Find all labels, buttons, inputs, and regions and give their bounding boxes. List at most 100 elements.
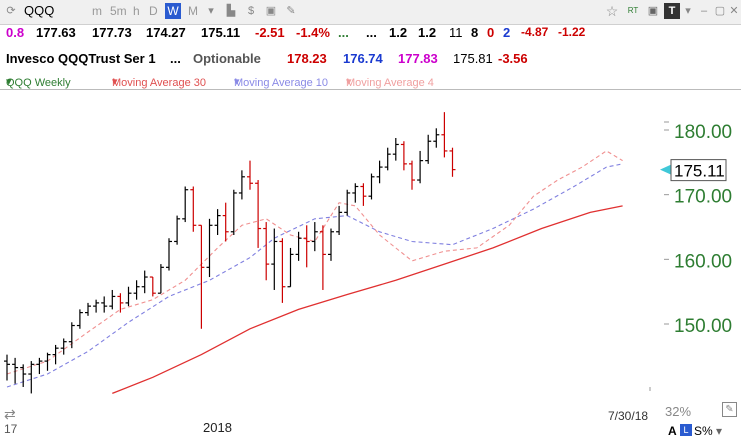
optionable-label: Optionable bbox=[193, 51, 261, 66]
ohlc-bar bbox=[441, 112, 448, 158]
tab-mo[interactable]: M bbox=[188, 4, 198, 18]
security-name: Invesco QQQTrust Ser 1 bbox=[6, 51, 156, 66]
bar-chart-icon[interactable]: ▙ bbox=[226, 5, 236, 17]
pencil-icon[interactable]: ✎ bbox=[286, 5, 296, 17]
ohlc-bar bbox=[190, 186, 197, 232]
ohlc-bar bbox=[52, 344, 59, 365]
dropdown-icon[interactable]: ▾ bbox=[208, 5, 214, 17]
price-2: 176.74 bbox=[343, 51, 383, 66]
y-tick-label: 160.00 bbox=[674, 251, 732, 272]
ohlc-bar bbox=[360, 183, 367, 206]
tab-d[interactable]: D bbox=[149, 4, 158, 18]
ohlc-bar bbox=[271, 228, 278, 290]
ohlc-bar bbox=[311, 222, 318, 252]
legend-ma10[interactable]: Moving Average 10 ▾ bbox=[234, 76, 328, 89]
price-chart[interactable]: 150.00 160.00 170.00 180.00 175.11 Oct Nov Dec J… bbox=[0, 89, 741, 400]
ohlc-bar bbox=[60, 338, 67, 355]
change-value: -2.51 bbox=[255, 25, 285, 40]
ohlc-bar bbox=[392, 138, 399, 161]
tab-h[interactable]: h bbox=[133, 4, 140, 18]
rt-icon[interactable]: RT bbox=[625, 3, 641, 19]
x-tick-label: Dec bbox=[117, 398, 142, 400]
x-tick-label: Jul bbox=[377, 398, 395, 400]
legend-qqq-weekly[interactable]: QQQ Weekly ▾ bbox=[6, 76, 71, 89]
ohlc-bar bbox=[336, 205, 343, 235]
dots-green: ... bbox=[338, 25, 349, 40]
legend-label: Moving Average 4 bbox=[346, 77, 434, 89]
last-price-marker bbox=[660, 164, 671, 175]
percent-scale-icon[interactable]: S% bbox=[694, 424, 713, 438]
scale-dropdown-icon[interactable]: ▾ bbox=[716, 424, 723, 438]
ohlc-bar bbox=[174, 215, 181, 245]
legend-ma30[interactable]: Moving Average 30 ▾ bbox=[112, 76, 206, 89]
ohlc-bar bbox=[44, 352, 51, 371]
y-tick-label: 180.00 bbox=[674, 122, 732, 143]
star-icon[interactable]: ☆ bbox=[605, 3, 619, 19]
close-price: 175.11 bbox=[201, 25, 241, 40]
ohlc-bar bbox=[28, 361, 35, 394]
refresh-icon[interactable]: ⟳ bbox=[6, 5, 16, 17]
legend-ma4[interactable]: Moving Average 4 ▾ bbox=[346, 76, 434, 89]
ohlc-bar bbox=[247, 160, 253, 190]
camera-icon[interactable]: ▣ bbox=[265, 5, 277, 17]
restore-icon[interactable]: ▢ bbox=[714, 5, 726, 17]
ohlc-bar bbox=[133, 280, 140, 300]
ohlc-bar bbox=[263, 222, 270, 281]
start-year-label: 17 bbox=[4, 422, 18, 436]
pencil-toggle-icon[interactable]: ✎ bbox=[722, 402, 737, 417]
x-tick-label: Jun bbox=[336, 398, 359, 400]
y-tick-label: 150.00 bbox=[674, 316, 732, 337]
zoom-label[interactable]: 32% bbox=[665, 404, 692, 419]
ohlc-bar bbox=[157, 264, 164, 294]
legend-label: Moving Average 10 bbox=[234, 77, 328, 89]
close-icon[interactable]: ✕ bbox=[729, 5, 739, 17]
tab-w[interactable]: W bbox=[165, 3, 181, 19]
ohlc-bar bbox=[238, 170, 245, 200]
x-tick-label: Nov bbox=[85, 398, 110, 400]
t-icon[interactable]: T bbox=[664, 3, 680, 19]
ma30-line bbox=[112, 205, 623, 395]
price-3: 177.83 bbox=[398, 51, 438, 66]
a-scale-icon[interactable]: A bbox=[668, 424, 677, 438]
ohlc-bar bbox=[255, 180, 262, 248]
tab-5m[interactable]: 5m bbox=[110, 4, 127, 18]
ohlc-bar bbox=[279, 238, 286, 303]
price-4: 175.81 bbox=[453, 51, 493, 66]
change-pct: -1.4% bbox=[296, 25, 330, 40]
tab-m[interactable]: m bbox=[92, 4, 102, 18]
x-tick-label: Apr bbox=[271, 398, 293, 400]
ohlc-bar bbox=[433, 128, 440, 148]
ohlc-bar bbox=[12, 357, 19, 384]
ohlc-bar bbox=[352, 183, 359, 203]
log-scale-icon[interactable]: L bbox=[680, 424, 692, 436]
sync-icon[interactable]: ⇄ bbox=[4, 406, 16, 422]
x-tick-label: May bbox=[304, 398, 330, 400]
x-tick-label: Jan bbox=[158, 398, 181, 400]
ma10-line bbox=[6, 163, 623, 388]
ohlc-bar bbox=[182, 186, 189, 223]
ohlc-bar bbox=[36, 357, 43, 375]
dollar-icon[interactable]: $ bbox=[247, 5, 255, 17]
low-price: 174.27 bbox=[146, 25, 186, 40]
ohlc-bar bbox=[425, 134, 432, 164]
last-price-label: 175.11 bbox=[674, 162, 725, 181]
symbol-input[interactable]: QQQ bbox=[24, 3, 55, 18]
moving-averages bbox=[6, 150, 623, 395]
ts-icon[interactable]: ▣ bbox=[647, 5, 659, 17]
rt-label: RT bbox=[627, 6, 639, 15]
price-axis: 150.00 160.00 170.00 180.00 175.11 Oct Nov Dec J… bbox=[45, 121, 732, 400]
ohlc-bar bbox=[20, 364, 27, 387]
ohlc-bar bbox=[400, 141, 407, 171]
ohlc-bar bbox=[101, 296, 108, 313]
minimize-icon[interactable]: – bbox=[700, 5, 708, 17]
value-2: 1.2 bbox=[418, 25, 437, 40]
ohlc-bar bbox=[384, 147, 391, 171]
ohlc-bar bbox=[206, 218, 213, 278]
legend-label: QQQ Weekly bbox=[6, 77, 71, 89]
legend: QQQ Weekly ▾ Moving Average 30 ▾ Moving … bbox=[0, 73, 741, 90]
x-tick-label: Oct bbox=[45, 398, 67, 400]
open-price: 177.63 bbox=[36, 25, 76, 40]
menu-dropdown-icon[interactable]: ▾ bbox=[685, 5, 691, 17]
ohlc-bar bbox=[68, 322, 75, 349]
ohlc-bar bbox=[166, 238, 172, 271]
